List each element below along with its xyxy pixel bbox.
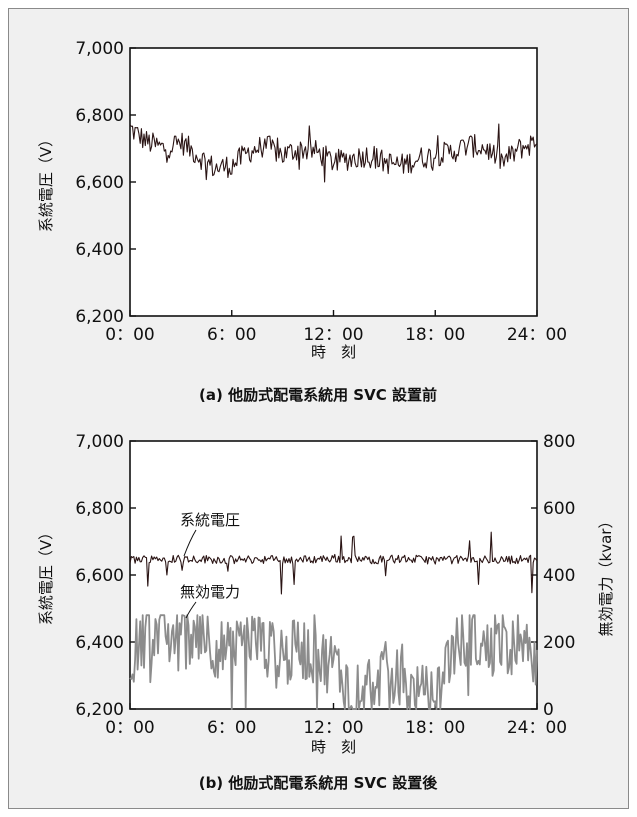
y2-tick-label: 400 <box>543 566 575 586</box>
x-tick-label: 12：00 <box>303 325 363 345</box>
annotation-leader <box>183 529 197 557</box>
y2-tick-label: 800 <box>543 432 575 452</box>
y-tick-label: 6,200 <box>75 700 124 720</box>
chart-caption: (a) 他励式配電系統用 SVC 設置前 <box>199 386 437 404</box>
x-tick-label: 12：00 <box>303 718 363 738</box>
y-tick-label: 6,200 <box>75 307 124 327</box>
y-tick-label: 6,400 <box>75 240 124 260</box>
series-line <box>129 123 538 183</box>
series-line <box>129 531 538 595</box>
x-tick-label: 6：00 <box>207 325 256 345</box>
x-axis-label: 時 刻 <box>311 738 356 756</box>
y2-axis-label: 無効電力（kvar） <box>597 514 615 637</box>
y2-tick-label: 200 <box>543 633 575 653</box>
x-tick-label: 6：00 <box>207 718 256 738</box>
series-label-reactive-power: 無効電力 <box>180 583 240 601</box>
series-label-voltage: 系統電圧 <box>180 511 240 529</box>
x-tick-label: 0：00 <box>105 325 154 345</box>
y-tick-label: 7,000 <box>75 432 124 452</box>
y-axis-label: 系統電圧（V） <box>37 525 55 625</box>
y-tick-label: 6,800 <box>75 106 124 126</box>
y-tick-label: 6,600 <box>75 173 124 193</box>
series-line <box>129 614 538 710</box>
y2-tick-label: 0 <box>543 700 554 720</box>
chart-b: 7,000 6,800 6,600 6,400 6,200 800 600 400 200 0 0：… <box>37 432 615 792</box>
x-tick-label: 24：00 <box>507 718 567 738</box>
chart-caption: (b) 他励式配電系統用 SVC 設置後 <box>199 774 439 792</box>
x-tick-label: 0：00 <box>105 718 154 738</box>
annotation-leader <box>185 601 197 619</box>
x-axis-label: 時 刻 <box>311 343 356 361</box>
y-axis-label: 系統電圧（V） <box>37 132 55 232</box>
x-tick-label: 24：00 <box>507 325 567 345</box>
plot-area <box>129 440 538 710</box>
y-tick-label: 6,800 <box>75 499 124 519</box>
y2-tick-label: 600 <box>543 499 575 519</box>
plot-area <box>129 47 538 317</box>
y-tick-label: 6,400 <box>75 633 124 653</box>
y-tick-label: 6,600 <box>75 566 124 586</box>
x-tick-label: 18：00 <box>405 718 465 738</box>
x-tick-label: 18：00 <box>405 325 465 345</box>
y-tick-label: 7,000 <box>75 39 124 59</box>
